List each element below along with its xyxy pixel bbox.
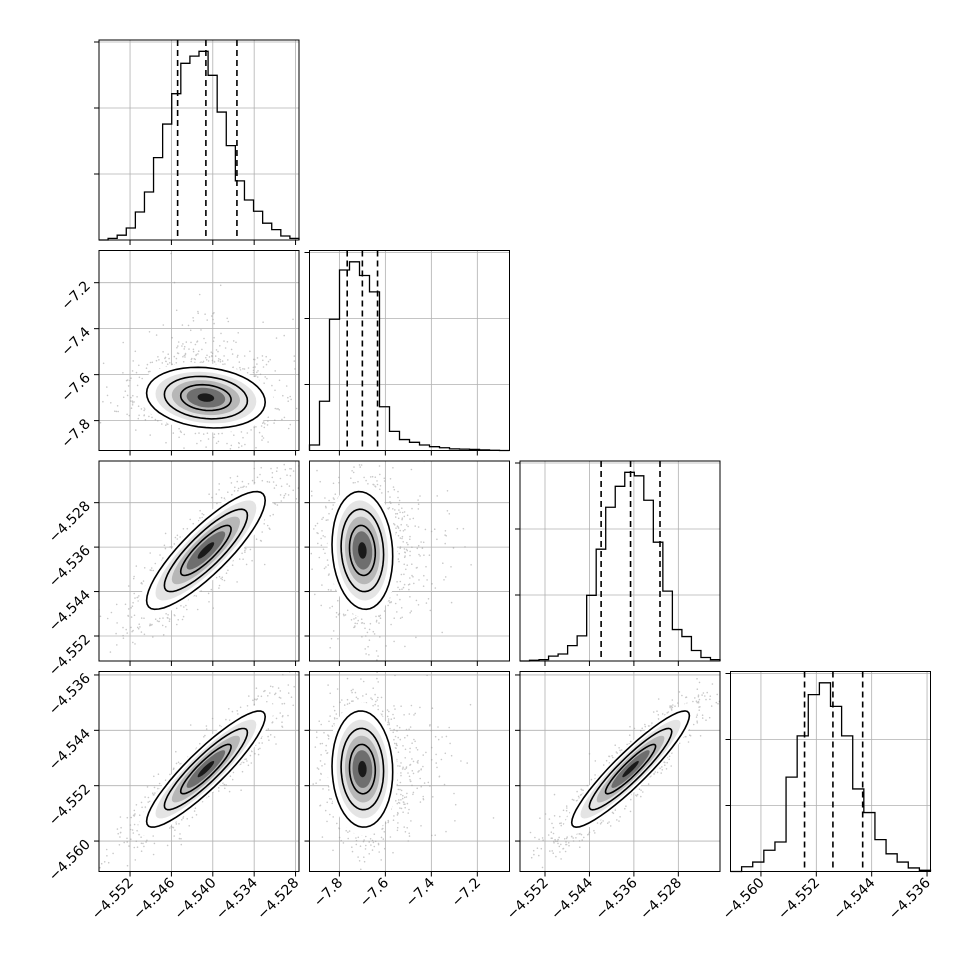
x-tick-label-1-0: −7.8 bbox=[311, 875, 346, 910]
y-tick-label-3-1: −4.552 bbox=[46, 781, 94, 829]
contour-3-1-0 bbox=[331, 710, 394, 828]
histogram-panel-3 bbox=[725, 671, 932, 877]
x-tick-label-2-2: −4.536 bbox=[593, 875, 641, 923]
density-2-0-4 bbox=[197, 542, 215, 559]
histogram-1 bbox=[308, 261, 510, 452]
panels-layer bbox=[94, 39, 932, 877]
scatter-frame-2-0 bbox=[98, 460, 300, 662]
x-tick-label-1-1: −7.6 bbox=[357, 875, 392, 910]
x-tick-label-0-0: −4.552 bbox=[89, 875, 137, 923]
histogram-2 bbox=[520, 471, 721, 662]
x-tick-label-3-2: −4.544 bbox=[831, 875, 879, 923]
density-1-0-4 bbox=[197, 393, 215, 402]
histogram-3 bbox=[730, 682, 932, 873]
scatter-panel-1-0 bbox=[94, 250, 300, 456]
contour-2-1-0 bbox=[331, 490, 394, 611]
scatter-points-3-1 bbox=[309, 671, 495, 872]
contour-2-0-2 bbox=[179, 524, 232, 577]
contour-3-2-1 bbox=[588, 727, 673, 811]
hist-frame-2 bbox=[519, 460, 721, 662]
scatter-panel-2-0 bbox=[94, 460, 300, 666]
scatter-frame-1-0 bbox=[98, 250, 300, 451]
scatter-frame-3-0 bbox=[98, 671, 300, 872]
y-tick-label-3-0: −4.560 bbox=[46, 837, 94, 885]
x-tick-label-0-2: −4.540 bbox=[172, 875, 220, 923]
contour-3-2-2 bbox=[604, 743, 657, 795]
contour-3-0-1 bbox=[163, 727, 249, 811]
y-tick-label-1-0: −7.8 bbox=[58, 416, 93, 451]
scatter-frame-3-1 bbox=[309, 671, 510, 872]
y-tick-label-2-0: −4.552 bbox=[46, 632, 94, 680]
contour-2-1-1 bbox=[340, 508, 385, 593]
y-tick-label-2-3: −4.528 bbox=[46, 498, 94, 546]
hist-frame-3 bbox=[730, 671, 931, 872]
x-tick-label-1-2: −7.4 bbox=[403, 875, 438, 910]
x-tick-label-1-3: −7.2 bbox=[449, 875, 484, 910]
scatter-panel-2-1 bbox=[304, 460, 510, 666]
scatter-points-3-0 bbox=[99, 671, 299, 869]
hist-frame-0 bbox=[98, 39, 300, 241]
y-tick-label-3-2: −4.544 bbox=[46, 726, 94, 774]
contour-3-0-2 bbox=[179, 743, 232, 795]
x-tick-label-2-3: −4.528 bbox=[637, 875, 685, 923]
density-2-1-4 bbox=[358, 542, 367, 559]
contour-1-0-1 bbox=[163, 375, 249, 420]
y-tick-label-1-3: −7.2 bbox=[58, 278, 93, 313]
contour-1-0-0 bbox=[145, 366, 267, 429]
scatter-points-1-0 bbox=[99, 252, 299, 450]
contour-2-0-0 bbox=[145, 490, 267, 611]
density-3-1-4 bbox=[358, 760, 367, 778]
y-tick-label-2-2: −4.536 bbox=[46, 543, 94, 591]
scatter-points-3-2 bbox=[529, 678, 720, 869]
contour-2-0-1 bbox=[163, 508, 249, 593]
density-3-2-4 bbox=[622, 760, 639, 778]
hist-frame-1 bbox=[309, 250, 510, 451]
contour-2-1-2 bbox=[348, 524, 377, 577]
scatter-panel-3-0 bbox=[94, 671, 300, 877]
x-tick-label-0-4: −4.528 bbox=[254, 875, 302, 923]
histogram-panel-0 bbox=[94, 39, 300, 245]
x-tick-label-3-0: −4.560 bbox=[720, 875, 768, 923]
x-tick-label-0-1: −4.546 bbox=[130, 875, 178, 923]
y-tick-label-1-2: −7.4 bbox=[58, 324, 93, 359]
scatter-frame-2-1 bbox=[309, 460, 510, 662]
contour-3-1-1 bbox=[340, 727, 385, 811]
scatter-panel-3-1 bbox=[304, 671, 510, 877]
y-tick-label-3-3: −4.536 bbox=[46, 670, 94, 718]
scatter-points-2-0 bbox=[99, 463, 299, 653]
contour-3-2-0 bbox=[570, 710, 691, 829]
histogram-panel-2 bbox=[515, 460, 721, 666]
scatter-points-2-1 bbox=[310, 461, 472, 661]
x-tick-label-2-0: −4.552 bbox=[504, 875, 552, 923]
contour-3-0-0 bbox=[145, 710, 267, 828]
contour-3-1-2 bbox=[348, 743, 377, 795]
x-tick-label-3-3: −4.536 bbox=[886, 875, 934, 923]
contour-1-0-2 bbox=[179, 383, 232, 412]
x-tick-label-0-3: −4.534 bbox=[213, 875, 261, 923]
y-tick-label-1-1: −7.6 bbox=[58, 370, 93, 405]
histogram-panel-1 bbox=[304, 250, 510, 456]
density-3-0-4 bbox=[197, 761, 215, 778]
x-tick-label-2-1: −4.544 bbox=[548, 875, 596, 923]
histogram-0 bbox=[99, 50, 300, 241]
scatter-panel-3-2 bbox=[515, 671, 721, 877]
y-tick-label-2-1: −4.544 bbox=[46, 587, 94, 635]
x-tick-label-3-1: −4.552 bbox=[775, 875, 823, 923]
scatter-frame-3-2 bbox=[519, 671, 721, 872]
